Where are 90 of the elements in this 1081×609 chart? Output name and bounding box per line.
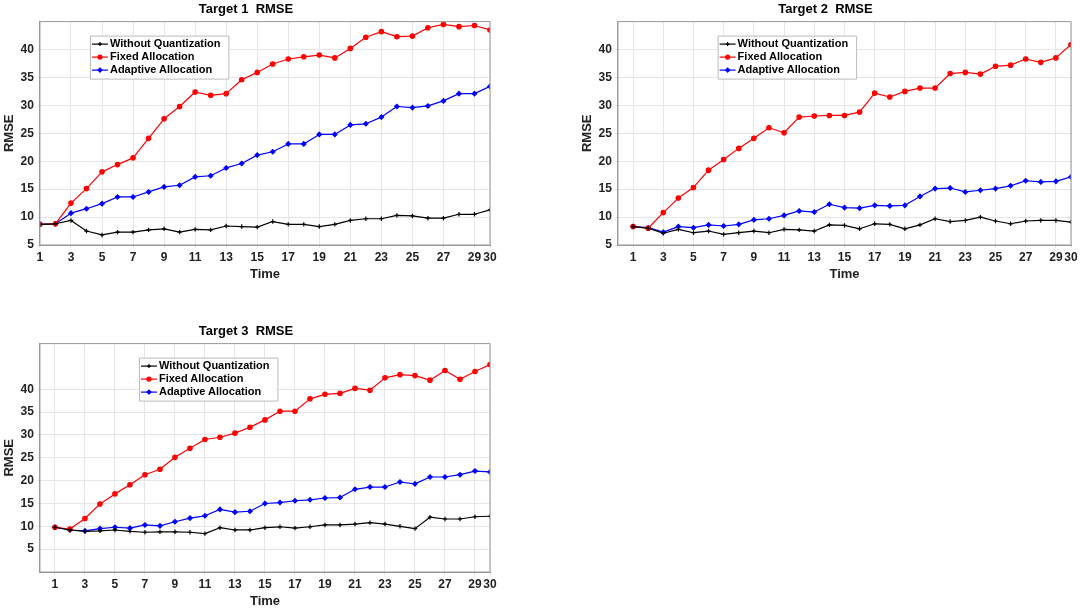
- x-tick-label: 11: [188, 249, 202, 264]
- x-tick-label: 30: [1064, 249, 1078, 264]
- x-tick-label: 13: [807, 249, 822, 264]
- x-tick-label: 5: [98, 249, 106, 264]
- legend-label: Adaptive Allocation: [109, 63, 213, 76]
- x-axis-title: Time: [249, 592, 281, 608]
- x-tick-label: 7: [129, 249, 137, 264]
- legend-label: Fixed Allocation: [158, 372, 244, 385]
- y-tick-label: 5: [27, 541, 35, 556]
- x-tick-label: 13: [228, 576, 242, 591]
- legend-label: Without Quantization: [109, 37, 221, 50]
- x-tick-label: 7: [720, 249, 728, 264]
- x-tick-label: 29: [468, 576, 482, 591]
- y-axis-title: RMSE: [1, 114, 17, 153]
- x-tick-label: 17: [288, 576, 302, 591]
- y-tick-label: 5: [27, 237, 35, 252]
- x-tick-label: 15: [837, 249, 852, 264]
- y-tick-label: 15: [598, 181, 613, 196]
- x-tick-label: 15: [258, 576, 272, 591]
- x-tick-label: 1: [629, 249, 637, 264]
- y-tick-label: 40: [598, 41, 613, 56]
- chart-title: Target 2 RMSE: [778, 1, 874, 17]
- y-tick-label: 20: [598, 153, 613, 168]
- y-tick-label: 10: [598, 209, 613, 224]
- y-tick-label: 20: [20, 153, 35, 168]
- y-axis-title: RMSE: [579, 114, 595, 153]
- y-tick-label: 30: [20, 97, 35, 112]
- y-tick-label: 10: [20, 209, 35, 224]
- y-tick-label: 30: [20, 427, 35, 442]
- x-tick-label: 3: [67, 249, 75, 264]
- y-tick-label: 25: [20, 125, 35, 140]
- y-tick-label: 35: [598, 69, 613, 84]
- y-tick-label: 25: [598, 125, 613, 140]
- x-axis-title: Time: [249, 265, 281, 281]
- x-tick-label: 19: [318, 576, 332, 591]
- x-tick-label: 25: [988, 249, 1003, 264]
- x-tick-label: 19: [312, 249, 327, 264]
- x-tick-label: 27: [1019, 249, 1033, 264]
- y-tick-label: 25: [20, 450, 35, 465]
- x-tick-label: 9: [160, 249, 168, 264]
- y-tick-label: 20: [20, 472, 35, 487]
- x-tick-label: 30: [483, 576, 497, 591]
- x-tick-label: 1: [36, 249, 44, 264]
- legend-label: Without Quantization: [158, 359, 270, 372]
- x-tick-label: 3: [81, 576, 89, 591]
- x-tick-label: 3: [659, 249, 667, 264]
- x-tick-label: 9: [171, 576, 179, 591]
- x-tick-label: 27: [438, 576, 452, 591]
- x-tick-label: 23: [958, 249, 973, 264]
- legend-label: Adaptive Allocation: [158, 385, 262, 398]
- y-tick-label: 15: [20, 181, 35, 196]
- x-tick-label: 21: [348, 576, 362, 591]
- x-tick-label: 11: [198, 576, 212, 591]
- chart-title: Target 1 RMSE: [198, 1, 294, 17]
- legend-label: Fixed Allocation: [109, 50, 195, 63]
- x-tick-label: 5: [111, 576, 119, 591]
- x-tick-label: 1: [51, 576, 59, 591]
- legend-label: Fixed Allocation: [737, 50, 823, 63]
- x-tick-label: 17: [281, 249, 296, 264]
- x-tick-label: 25: [408, 576, 422, 591]
- x-tick-label: 25: [405, 249, 420, 264]
- x-tick-label: 21: [343, 249, 358, 264]
- x-tick-label: 29: [467, 249, 482, 264]
- x-tick-label: 5: [690, 249, 698, 264]
- x-tick-label: 23: [374, 249, 389, 264]
- x-tick-label: 21: [928, 249, 943, 264]
- x-tick-label: 11: [777, 249, 791, 264]
- x-tick-label: 29: [1049, 249, 1063, 264]
- x-tick-label: 30: [483, 249, 497, 264]
- x-tick-label: 13: [219, 249, 234, 264]
- y-tick-label: 30: [598, 97, 613, 112]
- legend-label: Adaptive Allocation: [737, 63, 841, 76]
- y-tick-label: 15: [20, 495, 35, 510]
- x-tick-label: 17: [868, 249, 882, 264]
- y-tick-label: 40: [20, 381, 35, 396]
- x-tick-label: 15: [250, 249, 265, 264]
- x-tick-label: 7: [141, 576, 149, 591]
- x-axis-title: Time: [829, 265, 860, 281]
- y-tick-label: 35: [20, 69, 35, 84]
- y-axis-title: RMSE: [1, 438, 17, 477]
- x-tick-label: 27: [436, 249, 451, 264]
- y-tick-label: 35: [20, 404, 35, 419]
- x-tick-label: 19: [898, 249, 912, 264]
- y-tick-label: 5: [605, 237, 613, 252]
- y-tick-label: 40: [20, 41, 35, 56]
- y-tick-label: 10: [20, 518, 35, 533]
- x-tick-label: 9: [750, 249, 758, 264]
- x-tick-label: 23: [378, 576, 392, 591]
- chart-title: Target 3 RMSE: [198, 323, 294, 339]
- legend-label: Without Quantization: [737, 37, 849, 50]
